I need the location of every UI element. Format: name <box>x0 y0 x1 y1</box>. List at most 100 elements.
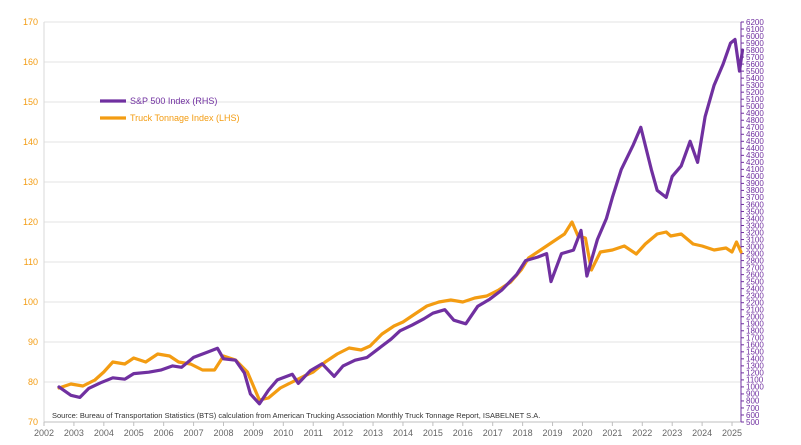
legend-item-sp500: S&P 500 Index (RHS) <box>100 96 217 106</box>
right-tick-label: 4500 <box>746 137 764 146</box>
left-tick-label: 160 <box>23 57 38 67</box>
x-tick-label: 2014 <box>393 428 413 438</box>
right-tick-label: 6000 <box>746 32 764 41</box>
right-tick-label: 6200 <box>746 18 764 27</box>
right-tick-label: 1200 <box>746 369 764 378</box>
right-tick-label: 5000 <box>746 102 764 111</box>
left-tick-label: 70 <box>28 417 38 427</box>
x-tick-label: 2019 <box>543 428 563 438</box>
right-tick-label: 1100 <box>746 376 764 385</box>
right-tick-label: 4600 <box>746 130 764 139</box>
right-tick-label: 3800 <box>746 186 764 195</box>
right-tick-label: 800 <box>746 397 760 406</box>
left-tick-label: 80 <box>28 377 38 387</box>
right-tick-label: 3200 <box>746 228 764 237</box>
right-tick-label: 2600 <box>746 270 764 279</box>
x-tick-label: 2020 <box>572 428 592 438</box>
right-tick-label: 4400 <box>746 144 764 153</box>
x-tick-label: 2006 <box>154 428 174 438</box>
left-tick-label: 150 <box>23 97 38 107</box>
right-tick-label: 2800 <box>746 256 764 265</box>
right-tick-label: 5100 <box>746 95 764 104</box>
right-tick-label: 5400 <box>746 74 764 83</box>
right-tick-label: 1400 <box>746 355 764 364</box>
truck-tonnage-line <box>57 220 743 402</box>
right-tick-label: 1000 <box>746 383 764 392</box>
right-tick-label: 5900 <box>746 39 764 48</box>
x-tick-label: 2017 <box>483 428 503 438</box>
right-tick-label: 2200 <box>746 299 764 308</box>
left-tick-label: 130 <box>23 177 38 187</box>
right-tick-label: 3100 <box>746 235 764 244</box>
right-tick-label: 1300 <box>746 362 764 371</box>
x-tick-label: 2007 <box>184 428 204 438</box>
right-tick-label: 5500 <box>746 67 764 76</box>
x-axis-ticks: 2002 2003 2004 2005 2006 2007 2008 2009 2010 2011… <box>34 421 742 438</box>
right-tick-label: 3400 <box>746 214 764 223</box>
right-tick-label: 2700 <box>746 263 764 272</box>
left-tick-label: 100 <box>23 297 38 307</box>
x-tick-label: 2024 <box>692 428 712 438</box>
x-tick-label: 2005 <box>124 428 144 438</box>
left-tick-label: 110 <box>24 257 38 267</box>
right-tick-label: 3700 <box>746 193 764 202</box>
x-tick-label: 2015 <box>423 428 443 438</box>
right-tick-label: 2500 <box>746 277 764 286</box>
sp500-line <box>57 37 745 406</box>
legend-label: S&P 500 Index (RHS) <box>130 96 217 106</box>
left-tick-label: 140 <box>23 137 38 147</box>
right-tick-label: 5600 <box>746 60 764 69</box>
left-tick-label: 170 <box>23 17 38 27</box>
right-tick-label: 3900 <box>746 179 764 188</box>
right-tick-label: 600 <box>746 411 760 420</box>
right-axis-ticks: 5006007008009001000110012001300140015001… <box>741 18 764 427</box>
right-tick-label: 900 <box>746 390 760 399</box>
x-tick-label: 2008 <box>213 428 233 438</box>
x-tick-label: 2022 <box>632 428 652 438</box>
source-note: Source: Bureau of Transportation Statist… <box>52 411 540 420</box>
right-tick-label: 5700 <box>746 53 764 62</box>
legend-item-truck-tonnage: Truck Tonnage Index (LHS) <box>100 113 240 123</box>
right-tick-label: 4100 <box>746 165 764 174</box>
right-tick-label: 1800 <box>746 327 764 336</box>
x-tick-label: 2013 <box>363 428 383 438</box>
right-tick-label: 3300 <box>746 221 764 230</box>
right-tick-label: 6100 <box>746 25 764 34</box>
x-tick-label: 2016 <box>453 428 473 438</box>
right-tick-label: 4800 <box>746 116 764 125</box>
x-tick-label: 2011 <box>304 428 323 438</box>
right-tick-label: 700 <box>746 404 760 413</box>
x-tick-label: 2023 <box>662 428 682 438</box>
right-tick-label: 4300 <box>746 151 764 160</box>
left-tick-label: 120 <box>23 217 38 227</box>
right-tick-label: 1600 <box>746 341 764 350</box>
right-tick-label: 3600 <box>746 200 764 209</box>
right-tick-label: 3500 <box>746 207 764 216</box>
series-layer <box>57 37 745 406</box>
right-tick-label: 4900 <box>746 109 764 118</box>
x-tick-label: 2012 <box>333 428 353 438</box>
right-tick-label: 5300 <box>746 81 764 90</box>
right-tick-label: 2100 <box>746 306 764 315</box>
x-tick-label: 2018 <box>513 428 533 438</box>
x-tick-label: 2021 <box>602 428 622 438</box>
right-tick-label: 500 <box>746 418 760 427</box>
left-tick-label: 90 <box>28 337 38 347</box>
x-tick-label: 2010 <box>273 428 293 438</box>
right-tick-label: 5800 <box>746 46 764 55</box>
right-tick-label: 4000 <box>746 172 764 181</box>
legend-label: Truck Tonnage Index (LHS) <box>130 113 240 123</box>
right-tick-label: 2000 <box>746 313 764 322</box>
right-tick-label: 1700 <box>746 334 764 343</box>
x-tick-label: 2002 <box>34 428 54 438</box>
legend: S&P 500 Index (RHS) Truck Tonnage Index (… <box>100 96 240 123</box>
left-axis-ticks: 70 80 90 100 110 120 130 140 150 160 170 <box>23 17 38 427</box>
right-tick-label: 4200 <box>746 158 764 167</box>
right-tick-label: 3000 <box>746 242 764 251</box>
right-tick-label: 2400 <box>746 284 764 293</box>
grid <box>43 21 741 423</box>
right-tick-label: 4700 <box>746 123 764 132</box>
right-tick-label: 2300 <box>746 291 764 300</box>
